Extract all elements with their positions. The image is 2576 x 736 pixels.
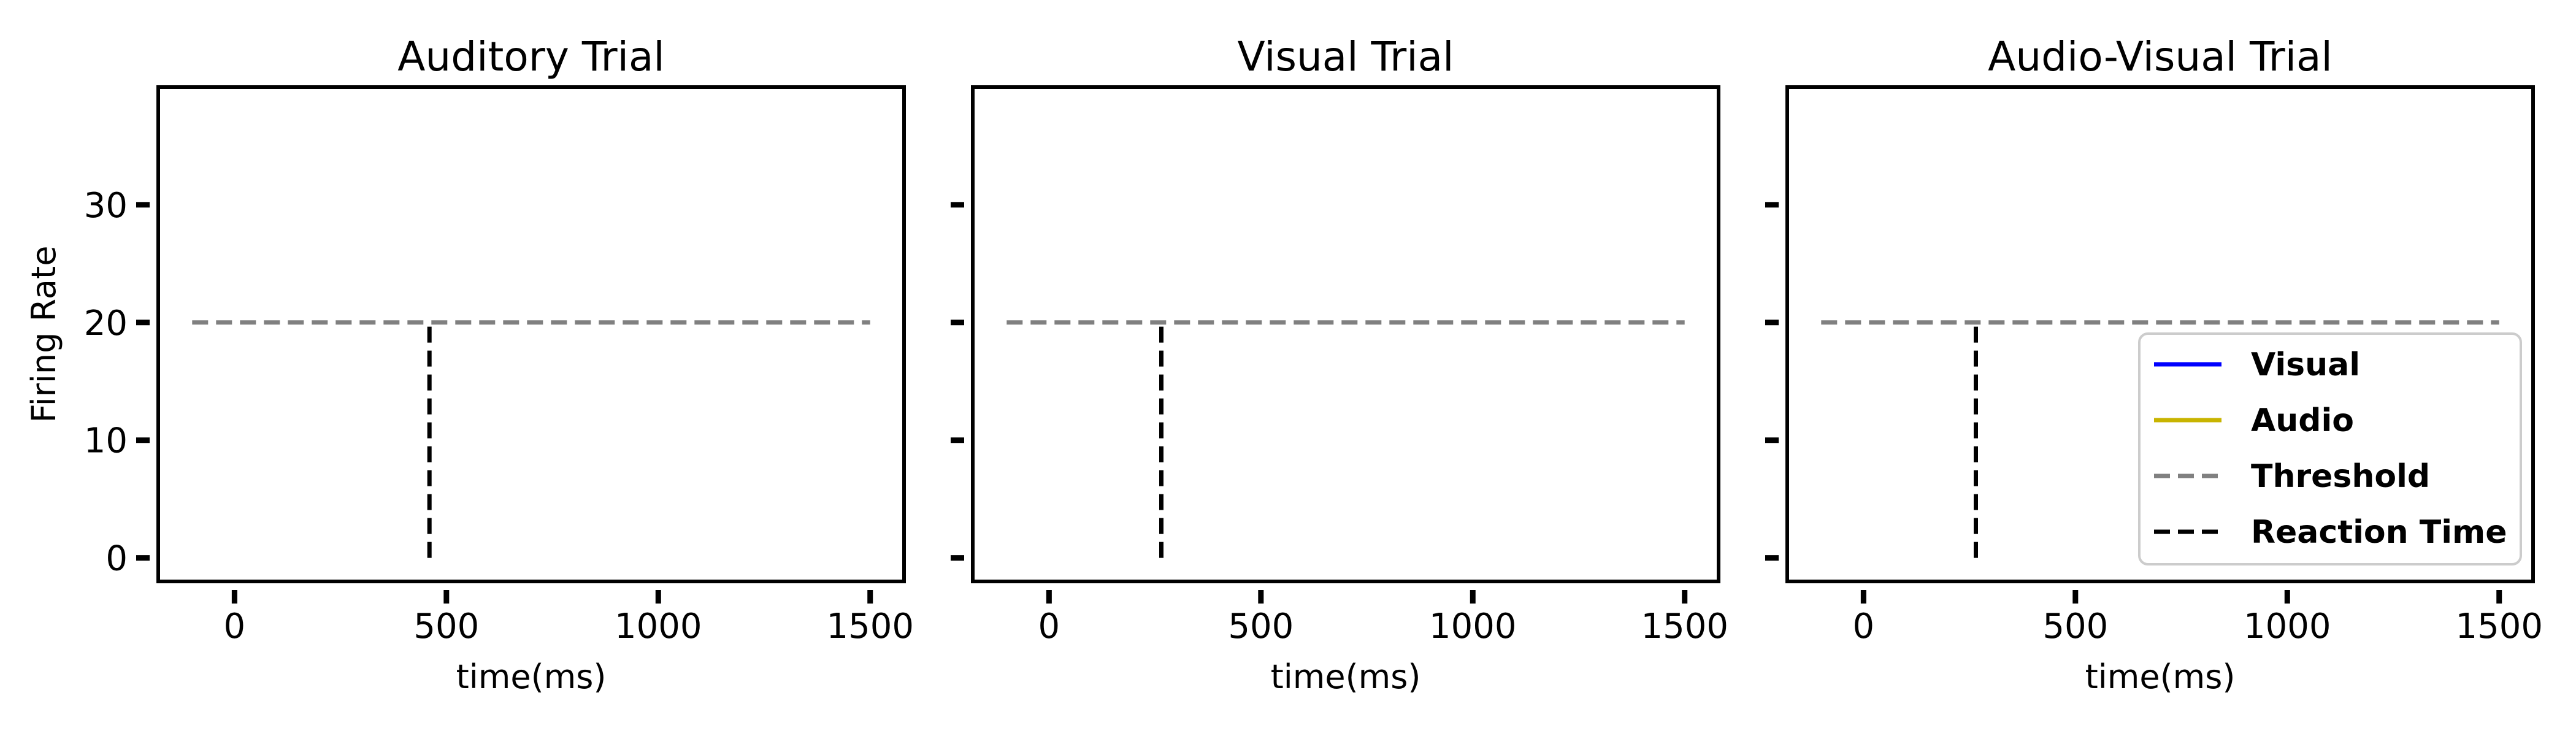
plot-frame	[156, 85, 906, 583]
x-tick-label: 1000	[1429, 607, 1517, 646]
y-tick-label: 20	[84, 304, 128, 343]
y-tick-label: 0	[105, 539, 128, 579]
y-tick-label: 10	[84, 421, 128, 461]
x-tick-label: 1500	[826, 607, 914, 646]
x-tick-label: 1000	[2244, 607, 2331, 646]
panel-1: Auditory Trial 0 500 1000 1500 0 10 20 30 time(ms…	[25, 33, 914, 696]
x-tick-label: 0	[224, 607, 246, 646]
x-tick-label: 1500	[2455, 607, 2543, 646]
panel-3: Audio-Visual Trial 0 500 1000 1500 time(ms)	[1765, 33, 2543, 696]
plot-frame	[971, 85, 1720, 583]
legend-label-visual: Visual	[2251, 347, 2360, 383]
legend-label-threshold: Threshold	[2251, 458, 2430, 495]
y-axis-label: Firing Rate	[25, 246, 63, 423]
x-tick-label: 0	[1038, 607, 1060, 646]
legend-label-reaction-time: Reaction Time	[2251, 514, 2507, 551]
panel-title: Auditory Trial	[397, 33, 665, 80]
legend-label-audio: Audio	[2251, 402, 2354, 439]
x-tick-label: 500	[2042, 607, 2108, 646]
x-axis-label: time(ms)	[2085, 657, 2236, 696]
panel-2: Visual Trial 0 500 1000 1500 time(ms)	[951, 33, 1728, 696]
x-tick-label: 500	[1228, 607, 1294, 646]
x-tick-label: 0	[1853, 607, 1875, 646]
legend: Visual Audio Threshold Reaction Time	[2138, 332, 2522, 565]
x-tick-label: 500	[413, 607, 479, 646]
panel-title: Audio-Visual Trial	[1988, 33, 2333, 80]
y-tick-label: 30	[84, 186, 128, 226]
x-tick-label: 1500	[1641, 607, 1728, 646]
panel-title: Visual Trial	[1238, 33, 1454, 80]
x-tick-label: 1000	[615, 607, 702, 646]
legend-box	[2138, 332, 2522, 565]
x-axis-label: time(ms)	[456, 657, 607, 696]
x-axis-label: time(ms)	[1271, 657, 1421, 696]
plot-frame	[1785, 85, 2535, 583]
